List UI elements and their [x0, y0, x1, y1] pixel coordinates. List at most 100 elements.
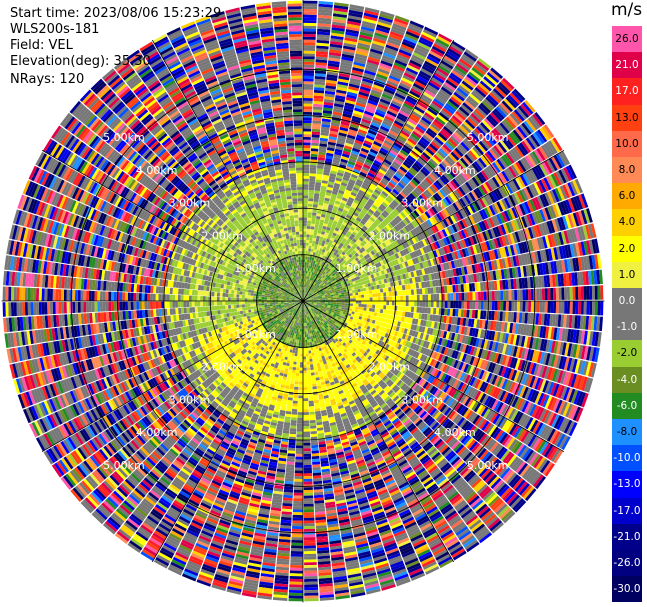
- velocity-gate: [413, 128, 424, 137]
- velocity-gate: [327, 285, 331, 289]
- velocity-gate: [369, 301, 373, 305]
- velocity-gate: [303, 148, 311, 151]
- velocity-gate: [411, 301, 415, 307]
- velocity-gate: [383, 188, 391, 195]
- velocity-gate: [357, 260, 362, 265]
- velocity-gate: [311, 288, 315, 291]
- velocity-gate: [401, 242, 407, 249]
- velocity-gate: [343, 249, 348, 254]
- velocity-gate: [424, 237, 430, 246]
- velocity-gate: [491, 203, 499, 215]
- velocity-gate: [310, 248, 314, 252]
- velocity-gate: [375, 218, 382, 224]
- velocity-gate: [401, 147, 411, 155]
- velocity-gate: [399, 191, 407, 199]
- velocity-gate: [331, 24, 346, 29]
- velocity-gate: [434, 192, 443, 201]
- velocity-gate: [303, 103, 313, 107]
- velocity-gate: [501, 211, 508, 223]
- velocity-gate: [327, 268, 331, 272]
- velocity-gate: [314, 263, 317, 268]
- velocity-gate: [382, 161, 391, 168]
- velocity-gate: [427, 287, 431, 294]
- velocity-gate: [356, 134, 366, 140]
- velocity-gate: [338, 263, 343, 268]
- velocity-gate: [511, 111, 523, 124]
- velocity-gate: [352, 274, 357, 279]
- velocity-gate: [310, 290, 313, 293]
- velocity-gate: [450, 293, 454, 301]
- velocity-gate: [325, 158, 333, 163]
- velocity-gate: [474, 62, 488, 74]
- velocity-gate: [314, 187, 321, 192]
- velocity-gate: [528, 289, 532, 301]
- velocity-gate: [313, 266, 316, 270]
- velocity-gate: [425, 129, 436, 139]
- velocity-gate: [355, 102, 366, 108]
- velocity-gate: [421, 288, 426, 295]
- velocity-gate: [416, 306, 420, 313]
- velocity-gate: [525, 137, 536, 151]
- velocity-gate: [307, 203, 313, 207]
- velocity-gate: [422, 246, 428, 254]
- velocity-gate: [366, 174, 374, 181]
- velocity-gate: [392, 188, 400, 196]
- velocity-gate: [475, 291, 479, 301]
- velocity-gate: [534, 166, 543, 179]
- velocity-gate: [529, 199, 537, 212]
- velocity-gate: [318, 224, 323, 229]
- velocity-gate: [390, 146, 400, 154]
- velocity-gate: [350, 240, 355, 245]
- velocity-gate: [463, 51, 477, 62]
- velocity-gate: [307, 282, 309, 286]
- velocity-gate: [451, 70, 464, 80]
- velocity-gate: [519, 124, 530, 137]
- velocity-gate: [400, 129, 410, 138]
- velocity-gate: [319, 137, 328, 142]
- velocity-gate: [361, 20, 376, 27]
- velocity-gate: [517, 175, 526, 188]
- velocity-gate: [510, 180, 519, 192]
- velocity-gate: [424, 60, 437, 70]
- velocity-gate: [359, 253, 364, 259]
- velocity-gate: [410, 306, 415, 313]
- velocity-gate: [309, 274, 312, 278]
- velocity-gate: [357, 288, 361, 293]
- velocity-gate: [305, 293, 307, 297]
- velocity-gate: [499, 102, 511, 115]
- velocity-gate: [306, 267, 309, 271]
- velocity-gate: [404, 254, 410, 261]
- velocity-gate: [358, 126, 369, 132]
- velocity-gate: [307, 285, 309, 288]
- velocity-gate: [330, 285, 334, 289]
- velocity-gate: [409, 252, 415, 259]
- velocity-gate: [422, 301, 426, 307]
- velocity-gate: [399, 256, 405, 263]
- velocity-gate: [349, 194, 356, 200]
- velocity-gate: [452, 67, 466, 78]
- velocity-gate: [505, 167, 515, 180]
- velocity-gate: [396, 137, 406, 145]
- velocity-gate: [341, 305, 345, 308]
- velocity-gate: [572, 179, 581, 195]
- velocity-gate: [467, 180, 476, 190]
- velocity-gate: [303, 287, 305, 290]
- velocity-gate: [578, 286, 582, 300]
- velocity-gate: [422, 91, 434, 100]
- velocity-gate: [303, 231, 307, 235]
- velocity-gate: [440, 199, 448, 208]
- velocity-gate: [344, 102, 355, 108]
- velocity-gate: [344, 142, 354, 148]
- velocity-gate: [323, 276, 327, 280]
- velocity-gate: [512, 147, 522, 160]
- velocity-gate: [391, 266, 396, 272]
- velocity-gate: [317, 204, 323, 209]
- velocity-gate: [438, 148, 448, 157]
- velocity-gate: [388, 192, 396, 200]
- velocity-gate: [311, 215, 317, 219]
- velocity-gate: [399, 202, 406, 210]
- velocity-gate: [419, 119, 430, 128]
- velocity-gate: [321, 282, 325, 286]
- velocity-gate: [344, 298, 348, 301]
- velocity-gate: [522, 289, 526, 301]
